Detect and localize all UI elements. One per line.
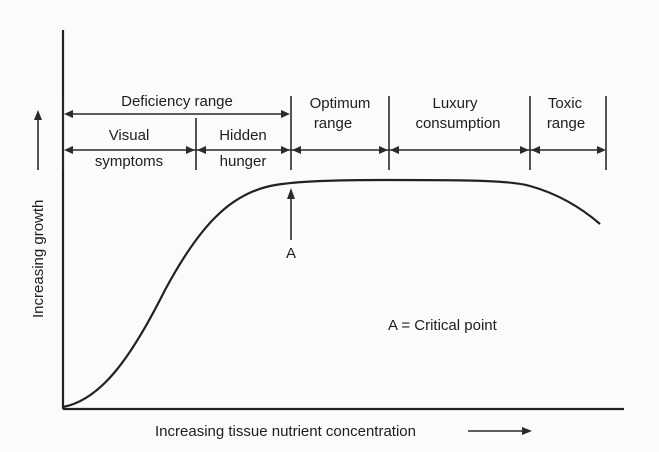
optimum-range-line2: range (314, 115, 352, 132)
toxic-arrow-left (531, 146, 540, 154)
hidden-arrow-left (197, 146, 206, 154)
y-axis-label-group: Increasing growth (30, 200, 47, 318)
hidden-arrow-right (281, 146, 290, 154)
optimum-arrow-left (292, 146, 301, 154)
visual-symptoms-line2: symptoms (95, 153, 163, 170)
luxury-arrow-left (390, 146, 399, 154)
y-axis-arrow-head (34, 110, 42, 120)
critical-point-legend: A = Critical point (388, 317, 498, 334)
growth-curve (62, 178, 601, 409)
optimum-range-line1: Optimum (310, 95, 371, 112)
visual-symptoms-line1: Visual (109, 127, 150, 144)
toxic-range-line2: range (547, 115, 585, 132)
visual-arrow-right (186, 146, 195, 154)
deficiency-range-label: Deficiency range (121, 93, 233, 110)
deficiency-arrow-left (64, 110, 73, 118)
hidden-hunger-line1: Hidden (219, 127, 267, 144)
toxic-range-line1: Toxic (548, 95, 583, 112)
luxury-consumption-line2: consumption (415, 115, 500, 132)
critical-point-label: A (286, 245, 296, 262)
critical-point-arrow-head (287, 188, 295, 199)
x-axis-arrow-head (522, 427, 532, 435)
hidden-hunger-line2: hunger (220, 153, 267, 170)
deficiency-arrow-right (281, 110, 290, 118)
visual-arrow-left (64, 146, 73, 154)
luxury-arrow-right (520, 146, 529, 154)
optimum-arrow-right (379, 146, 388, 154)
luxury-consumption-line1: Luxury (432, 95, 478, 112)
y-axis-label: Increasing growth (30, 200, 47, 318)
toxic-arrow-right (597, 146, 606, 154)
x-axis-label: Increasing tissue nutrient concentration (155, 423, 416, 440)
